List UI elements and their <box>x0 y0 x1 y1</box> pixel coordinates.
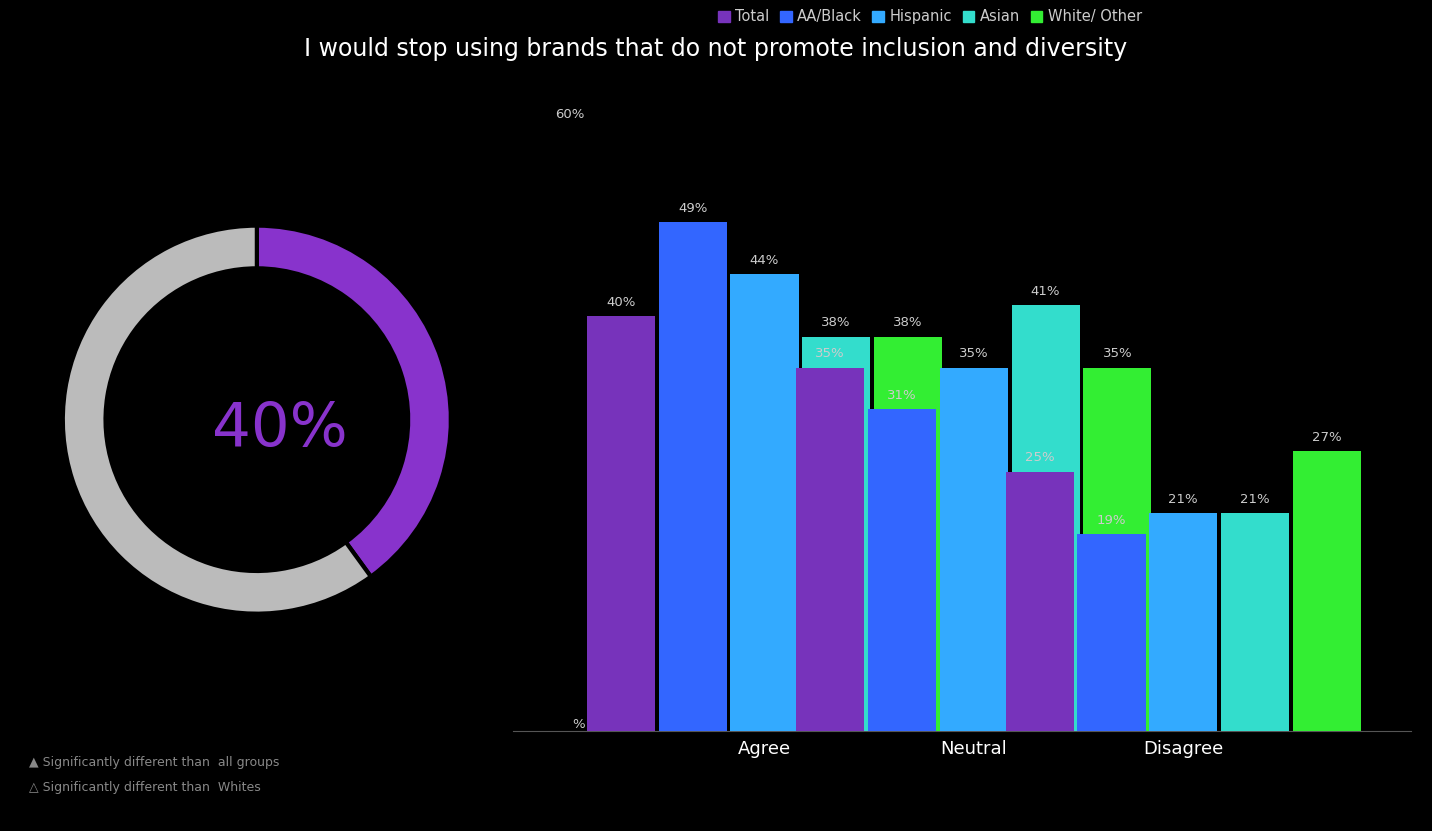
Text: 19%: 19% <box>1097 514 1126 527</box>
Text: 31%: 31% <box>888 389 916 402</box>
Text: 21%: 21% <box>1169 493 1199 506</box>
Text: 38%: 38% <box>822 317 851 329</box>
Bar <box>1221 514 1289 731</box>
Text: ▲ Significantly different than  all groups: ▲ Significantly different than all group… <box>29 756 279 770</box>
Bar <box>868 410 937 731</box>
Text: %: % <box>573 718 586 731</box>
Text: 40%: 40% <box>606 296 636 308</box>
Bar <box>1005 471 1074 731</box>
Text: △ Significantly different than  Whites: △ Significantly different than Whites <box>29 781 261 794</box>
Text: I would stop using brands that do not promote inclusion and diversity: I would stop using brands that do not pr… <box>305 37 1127 61</box>
Bar <box>1011 306 1080 731</box>
Bar <box>1293 450 1360 731</box>
Text: 27%: 27% <box>1312 430 1342 444</box>
Text: 44%: 44% <box>750 254 779 267</box>
Text: 35%: 35% <box>815 347 845 361</box>
Bar <box>587 316 654 731</box>
Text: 21%: 21% <box>1240 493 1270 506</box>
Text: 40%: 40% <box>212 400 348 459</box>
Text: 35%: 35% <box>959 347 988 361</box>
Bar <box>796 367 865 731</box>
Bar <box>730 274 799 731</box>
Text: 49%: 49% <box>677 202 707 215</box>
Legend: Total, AA/Black, Hispanic, Asian, White/ Other: Total, AA/Black, Hispanic, Asian, White/… <box>717 9 1143 24</box>
Text: 35%: 35% <box>1103 347 1133 361</box>
Text: 38%: 38% <box>894 317 922 329</box>
Bar <box>1148 514 1217 731</box>
Bar <box>874 337 942 731</box>
Bar <box>802 337 871 731</box>
Text: 60%: 60% <box>556 108 586 121</box>
Bar <box>1077 534 1146 731</box>
Bar <box>1083 367 1151 731</box>
Bar <box>659 222 727 731</box>
Text: 25%: 25% <box>1025 451 1054 465</box>
Bar <box>939 367 1008 731</box>
Wedge shape <box>256 226 451 577</box>
Text: 41%: 41% <box>1031 285 1060 298</box>
Wedge shape <box>63 226 371 613</box>
